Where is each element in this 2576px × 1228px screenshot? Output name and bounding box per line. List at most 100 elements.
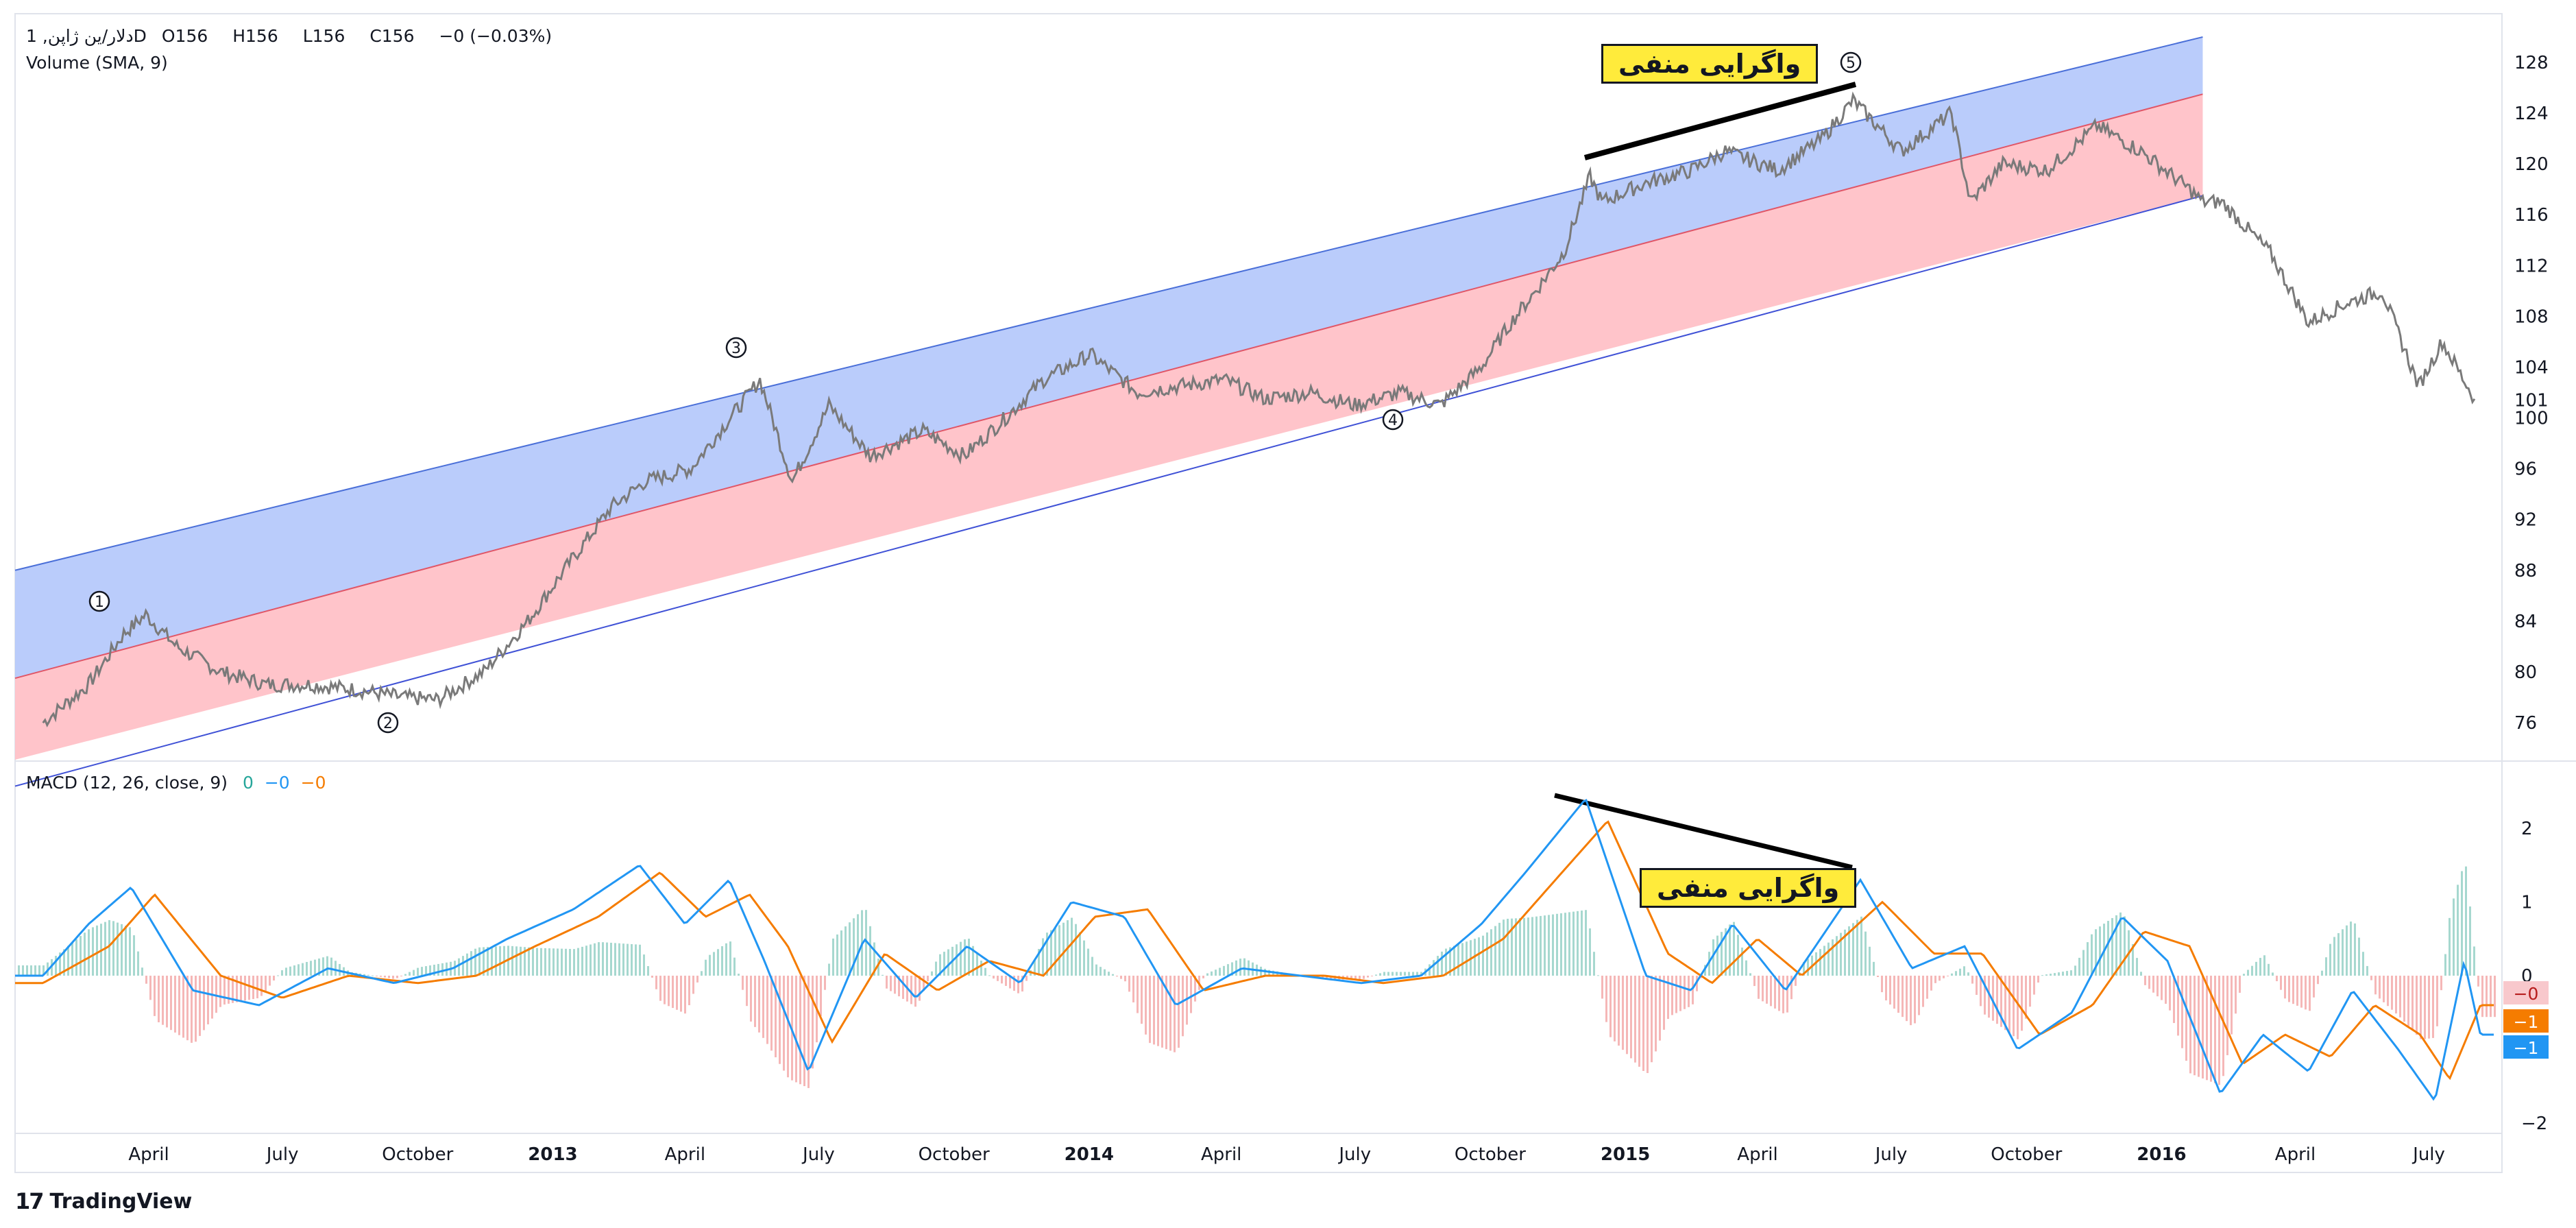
macd-histogram-bar — [2247, 970, 2249, 976]
macd-histogram-bar — [968, 939, 970, 976]
macd-histogram-bar — [1906, 976, 1908, 1022]
macd-histogram-bar — [22, 965, 24, 976]
macd-histogram-bar — [1934, 976, 1936, 983]
volume-legend[interactable]: Volume (SMA, 9) — [26, 53, 168, 73]
macd-histogram-bar — [1708, 952, 1710, 976]
macd-histogram-bar — [285, 967, 287, 976]
macd-histogram-bar — [1762, 976, 1764, 1002]
regression-channel[interactable] — [14, 36, 2203, 787]
macd-histogram-bar — [746, 976, 748, 1007]
macd-histogram-bar — [384, 976, 386, 978]
macd-histogram-bar — [96, 925, 98, 976]
macd-histogram-bar — [1869, 946, 1871, 976]
macd-histogram-bar — [219, 976, 221, 1007]
macd-histogram-bar — [1429, 964, 1431, 976]
negative-divergence-label-bottom[interactable]: واگرایی منفی — [1640, 868, 1857, 908]
macd-histogram-bar — [692, 976, 694, 994]
macd-histogram-bar — [1647, 976, 1649, 1073]
macd-histogram-bar — [2490, 976, 2492, 1018]
macd-histogram-bar — [1383, 972, 1385, 976]
macd-axis[interactable]: −2−1012−0−1−1 — [2503, 819, 2549, 1134]
macd-histogram-bar — [532, 948, 534, 976]
macd-histogram-bar — [211, 976, 213, 1019]
macd-histogram-bar — [2066, 971, 2068, 976]
channel-mid-line — [14, 93, 2203, 679]
macd-histogram-bar — [1992, 976, 1994, 1021]
macd-histogram-bar — [154, 976, 156, 1016]
macd-histogram-bar — [2017, 976, 2019, 1039]
low-value: 156 — [312, 26, 345, 46]
price-axis-tick: 120 — [2514, 154, 2549, 175]
wave-label-text: 4 — [1388, 412, 1398, 429]
macd-histogram-bar — [1054, 927, 1056, 976]
macd-histogram-bar — [2305, 976, 2307, 1010]
macd-histogram-bar — [1392, 972, 1394, 976]
macd-histogram-bar — [281, 970, 283, 976]
macd-histogram-bar — [112, 921, 114, 976]
macd-histogram-bar — [2444, 954, 2446, 976]
macd-histogram-bar — [733, 957, 736, 976]
macd-histogram-bar — [2420, 976, 2422, 1039]
macd-histogram-bar — [2087, 942, 2089, 976]
macd-histogram-bar — [2210, 976, 2212, 1082]
macd-histogram-bar — [1836, 936, 1838, 976]
macd-histogram-bar — [1128, 976, 1130, 992]
macd-histogram-bar — [672, 976, 674, 1009]
macd-histogram-bar — [232, 976, 234, 1003]
macd-histogram-bar — [326, 956, 328, 976]
symbol-name[interactable]: دلار/ین ژاپن, 1D — [26, 26, 147, 46]
macd-histogram-bar — [980, 961, 982, 976]
macd-histogram-bar — [1601, 976, 1603, 999]
negative-divergence-label-top[interactable]: واگرایی منفی — [1601, 44, 1819, 84]
macd-histogram-bar — [1157, 976, 1159, 1046]
macd-histogram-bar — [2136, 958, 2138, 976]
macd-histogram-bar — [2091, 934, 2093, 976]
price-axis[interactable]: 76 80 84 88 92 96 100 104 108 112 116 120 124 128 101 — [2514, 53, 2549, 734]
macd-histogram-bar — [919, 976, 921, 1001]
macd-histogram-bar — [2119, 912, 2122, 976]
macd-histogram-bar — [2243, 974, 2245, 976]
macd-histogram-bar — [565, 948, 567, 976]
macd-histogram-bar — [1984, 976, 1986, 1015]
macd-histogram-bar — [1326, 976, 1328, 980]
macd-histogram-bar — [1918, 976, 1920, 1015]
macd-histogram-bar — [1790, 976, 1793, 1000]
macd-histogram-bar — [1860, 916, 1862, 976]
macd-histogram-bar — [849, 922, 851, 976]
macd-histogram-bar — [1684, 976, 1686, 1009]
macd-legend[interactable]: MACD (12, 26, close, 9) 0 −0 −0 — [26, 773, 335, 793]
macd-histogram-bar — [289, 966, 291, 976]
macd-histogram-bar — [1235, 960, 1237, 976]
macd-axis-tick: 2 — [2521, 819, 2533, 839]
macd-histogram-bar — [2202, 976, 2204, 1079]
macd-histogram-bar — [2054, 973, 2056, 976]
macd-histogram-bar — [799, 976, 801, 1085]
macd-histogram-bar — [1058, 925, 1060, 976]
macd-histogram-bar — [2436, 976, 2438, 1026]
macd-histogram-bar — [256, 976, 258, 998]
macd-histogram-bar — [1120, 976, 1122, 979]
macd-histogram-bar — [2132, 943, 2134, 976]
macd-histogram-bar — [133, 935, 135, 976]
macd-histogram-bar — [1910, 976, 1912, 1026]
macd-histogram-bar — [306, 961, 308, 976]
macd-histogram-bar — [1519, 918, 1521, 976]
macd-histogram-bar — [680, 976, 682, 1012]
macd-histogram-bar — [1671, 976, 1673, 1015]
macd-histogram-bar — [84, 932, 86, 976]
macd-histogram-bar — [840, 930, 842, 976]
price-series[interactable] — [42, 91, 2476, 727]
macd-histogram-bar — [2329, 943, 2331, 976]
macd-histogram-bar — [1741, 948, 1743, 976]
tradingview-brand[interactable]: 17 TradingView — [15, 1188, 192, 1214]
macd-histogram-bar — [828, 963, 830, 976]
macd-histogram-bar — [182, 976, 184, 1038]
macd-histogram-bar — [2453, 898, 2455, 976]
time-axis[interactable]: April July October 2013 April July October 2014… — [128, 1144, 2445, 1165]
macd-histogram-bar — [2325, 957, 2327, 976]
macd-histogram-bar — [1441, 951, 1443, 976]
macd-histogram-bar — [787, 976, 789, 1078]
divergence-trendlines[interactable] — [1554, 82, 1857, 870]
macd-histogram-bar — [1445, 948, 1447, 976]
